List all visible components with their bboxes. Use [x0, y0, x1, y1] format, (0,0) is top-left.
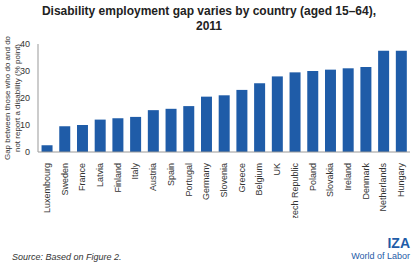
svg-text:Belgium: Belgium [254, 163, 264, 196]
svg-text:Slovakia: Slovakia [325, 163, 335, 197]
svg-text:Greece: Greece [237, 163, 247, 193]
svg-text:0: 0 [25, 147, 30, 157]
html-text:World of Labor: World of Labor [351, 251, 410, 261]
svg-text:10: 10 [20, 120, 30, 130]
svg-text:Italy: Italy [130, 163, 140, 180]
svg-text:Germany: Germany [201, 163, 211, 201]
svg-text:Latvia: Latvia [95, 163, 105, 187]
svg-text:Sweden: Sweden [60, 163, 70, 196]
html-text:IZA: IZA [387, 235, 410, 251]
svg-text:Finland: Finland [113, 163, 123, 193]
svg-text:40: 40 [20, 39, 30, 49]
svg-text:Hungary: Hungary [396, 163, 406, 198]
svg-text:Poland: Poland [308, 163, 318, 191]
svg-text:Portugal: Portugal [184, 163, 194, 197]
svg-text:Austria: Austria [148, 163, 158, 191]
svg-text:Czech Republic: Czech Republic [290, 163, 300, 218]
html-text:Disability employment gap vari: Disability employment gap varies by coun… [41, 4, 377, 33]
svg-text:Denmark: Denmark [361, 163, 371, 200]
html-text:Source: Based on Figure 2.: Source: Based on Figure 2. [12, 252, 122, 262]
html-text:Gap between those who do and d: Gap between those who do and do not repo… [3, 36, 22, 160]
svg-text:Slovenia: Slovenia [219, 163, 229, 198]
svg-text:UK: UK [272, 163, 282, 176]
svg-text:France: France [77, 163, 87, 191]
svg-text:Netherlands: Netherlands [378, 163, 388, 212]
svg-text:Luxembourg: Luxembourg [42, 163, 52, 213]
svg-text:Ireland: Ireland [343, 163, 353, 191]
svg-text:20: 20 [20, 93, 30, 103]
svg-text:Spain: Spain [166, 163, 176, 186]
svg-text:30: 30 [20, 66, 30, 76]
